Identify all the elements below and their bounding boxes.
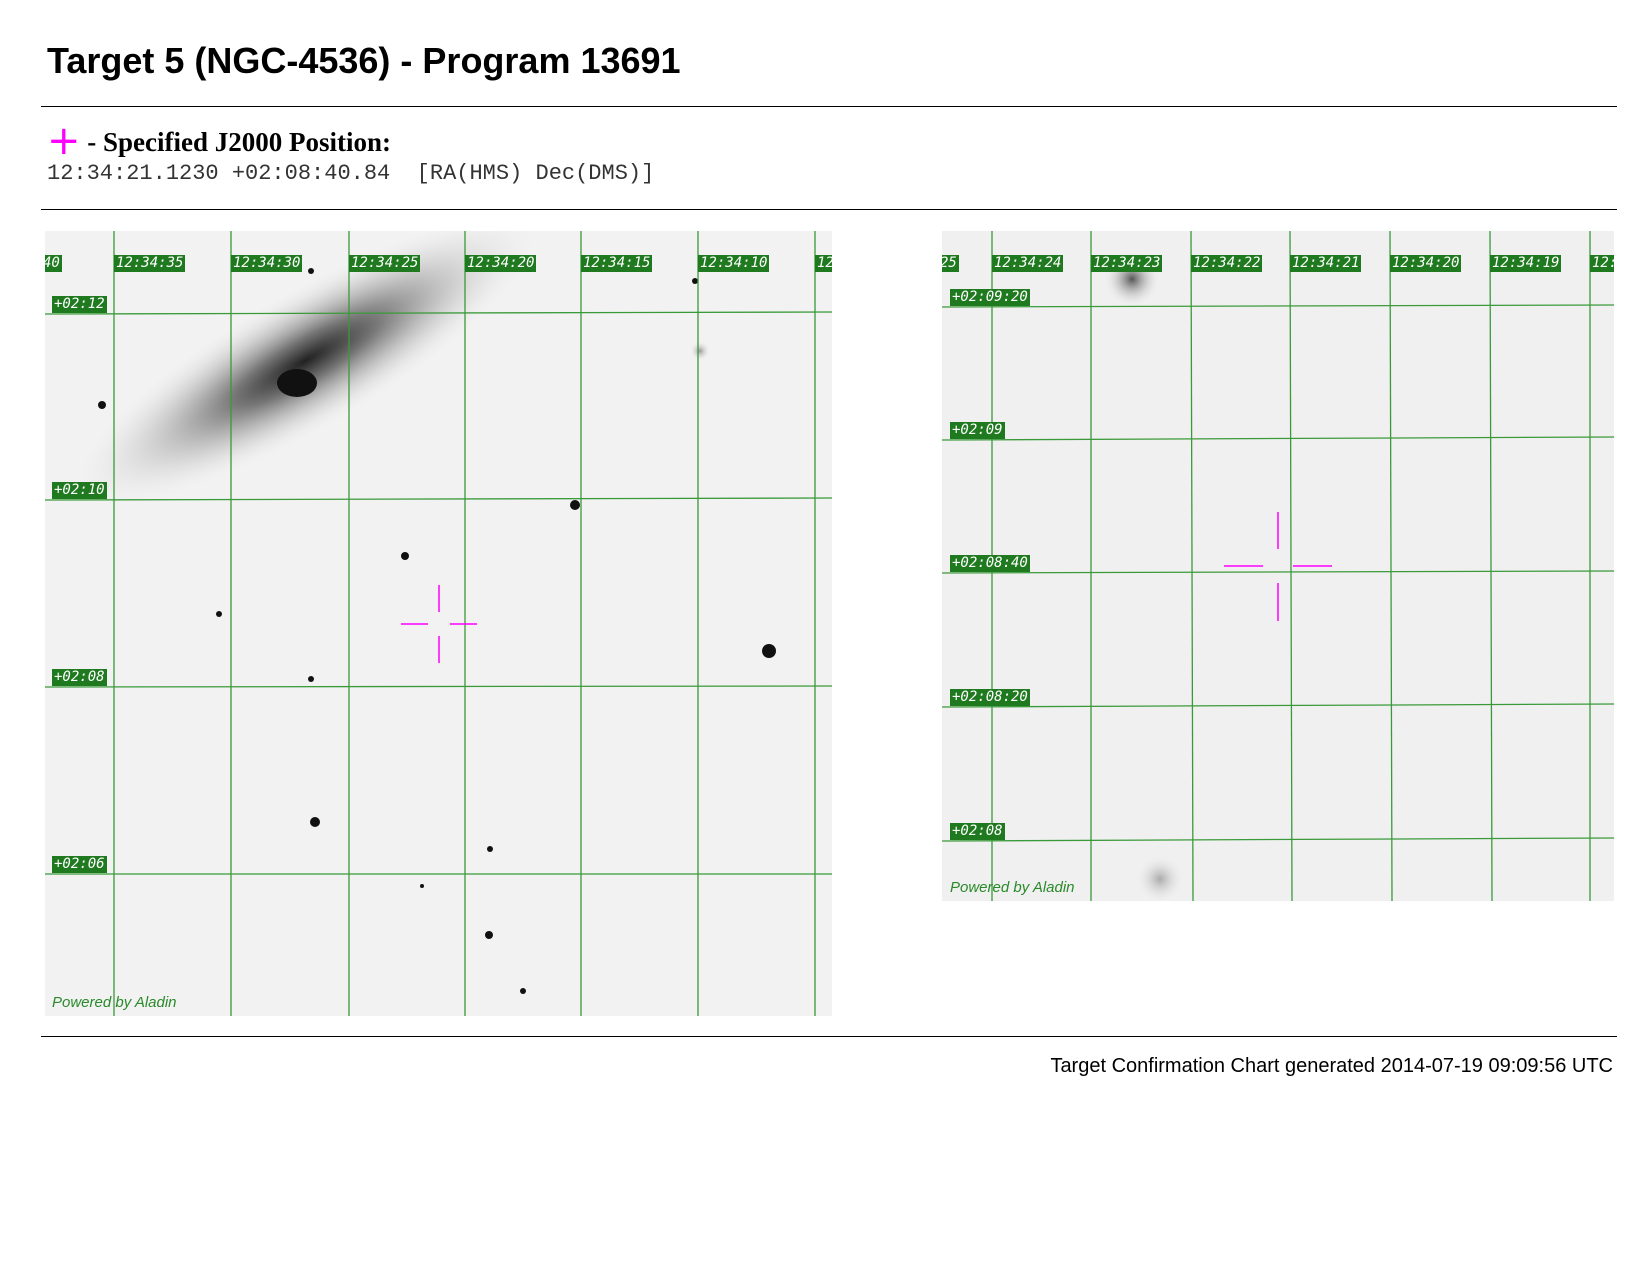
sky-image: Powered by Aladin 40 12:34:35 12:34:30 12:3… bbox=[45, 231, 832, 1016]
crosshair-symbol: + bbox=[47, 118, 81, 164]
ra-label: 12:34:23 bbox=[1091, 255, 1163, 272]
target-crosshair bbox=[1224, 512, 1332, 621]
ra-label: 12:34:22 bbox=[1191, 255, 1263, 272]
star bbox=[1136, 855, 1184, 901]
rule bbox=[41, 209, 1617, 210]
ra-label: 12:34:35 bbox=[114, 255, 186, 272]
ra-label: 12:34:25 bbox=[349, 255, 421, 272]
ra-label: 12:34:10 bbox=[698, 255, 770, 272]
dec-label: +02:08 bbox=[950, 823, 1005, 840]
ra-label: 12:34:20 bbox=[1390, 255, 1462, 272]
ra-label: 12:34:20 bbox=[465, 255, 537, 272]
ra-label: 12 bbox=[815, 255, 832, 272]
position-label: - Specified J2000 Position: bbox=[87, 127, 392, 157]
dec-label: +02:09 bbox=[950, 422, 1005, 439]
credit: Powered by Aladin bbox=[52, 994, 177, 1011]
galaxy bbox=[68, 231, 542, 509]
position-heading: + - Specified J2000 Position: bbox=[47, 118, 391, 164]
target-crosshair bbox=[401, 585, 477, 663]
footer: Target Confirmation Chart generated 2014… bbox=[1050, 1055, 1613, 1077]
ra-label: 25 bbox=[942, 255, 959, 272]
ra-label: 12:34:19 bbox=[1490, 255, 1562, 272]
ra-label: 12:34:24 bbox=[992, 255, 1064, 272]
rule bbox=[41, 106, 1617, 107]
dec-label: +02:06 bbox=[52, 856, 107, 873]
rule bbox=[41, 1036, 1617, 1037]
coords: 12:34:21.1230 +02:08:40.84 bbox=[47, 161, 391, 186]
stars bbox=[98, 268, 776, 994]
dec-label: +02:12 bbox=[52, 296, 107, 313]
galaxy-core bbox=[277, 369, 317, 397]
sky-overlay bbox=[942, 231, 1614, 901]
coords-format: [RA(HMS) Dec(DMS)] bbox=[416, 161, 655, 186]
dec-label: +02:08 bbox=[52, 669, 107, 686]
dec-label: +02:09:20 bbox=[950, 289, 1030, 306]
dec-label: +02:10 bbox=[52, 482, 107, 499]
sky-overlay bbox=[45, 231, 832, 1016]
title: Target 5 (NGC-4536) - Program 13691 bbox=[47, 40, 681, 81]
dec-label: +02:08:40 bbox=[950, 555, 1030, 572]
dec-label: +02:08:20 bbox=[950, 689, 1030, 706]
ra-label: 12:34:21 bbox=[1290, 255, 1362, 272]
ra-label: 12:34:15 bbox=[581, 255, 653, 272]
ra-label: 12: bbox=[1590, 255, 1614, 272]
sky-image: Powered by Aladin 25 12:34:24 12:34:23 12:3… bbox=[942, 231, 1614, 901]
ra-label: 40 bbox=[45, 255, 62, 272]
blob bbox=[690, 341, 710, 361]
credit: Powered by Aladin bbox=[950, 879, 1075, 896]
position-coords: 12:34:21.1230 +02:08:40.84 [RA(HMS) Dec(… bbox=[47, 161, 654, 186]
ra-label: 12:34:30 bbox=[231, 255, 303, 272]
grid bbox=[942, 231, 1614, 901]
